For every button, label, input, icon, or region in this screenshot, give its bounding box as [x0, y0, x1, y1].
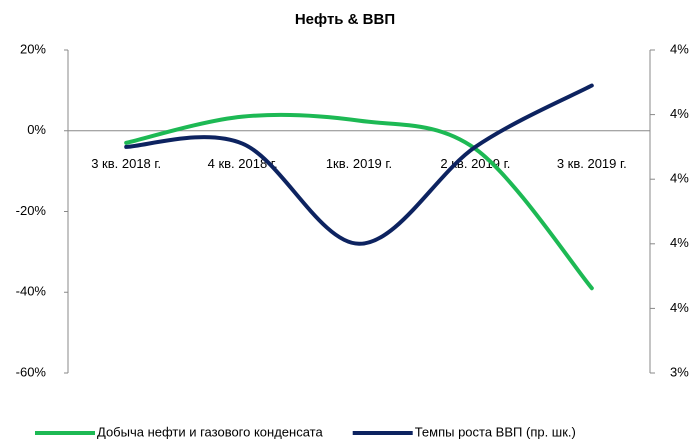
- legend-label: Добыча нефти и газового конденсата: [97, 424, 323, 439]
- legend-label: Темпы роста ВВП (пр. шк.): [415, 424, 576, 439]
- y-tick-label: 0%: [27, 122, 46, 137]
- y-tick-label: -20%: [16, 203, 47, 218]
- x-tick-label: 4 кв. 2018 г.: [208, 156, 278, 171]
- y-tick-label: 20%: [20, 41, 46, 56]
- y2-tick-label: 4%: [670, 235, 689, 250]
- y2-tick-label: 4%: [670, 171, 689, 186]
- series-line: [124, 83, 594, 246]
- series-line: [124, 112, 594, 291]
- chart-title: Нефть & ВВП: [295, 11, 395, 28]
- x-tick-label: 1кв. 2019 г.: [326, 156, 392, 171]
- y2-tick-label: 4%: [670, 300, 689, 315]
- y2-tick-label: 4%: [670, 106, 689, 121]
- x-tick-label: 3 кв. 2019 г.: [557, 156, 627, 171]
- y2-tick-label: 3%: [670, 364, 689, 379]
- y-tick-label: -40%: [16, 284, 47, 299]
- y2-tick-label: 4%: [670, 41, 689, 56]
- y-tick-label: -60%: [16, 364, 47, 379]
- x-tick-label: 3 кв. 2018 г.: [91, 156, 161, 171]
